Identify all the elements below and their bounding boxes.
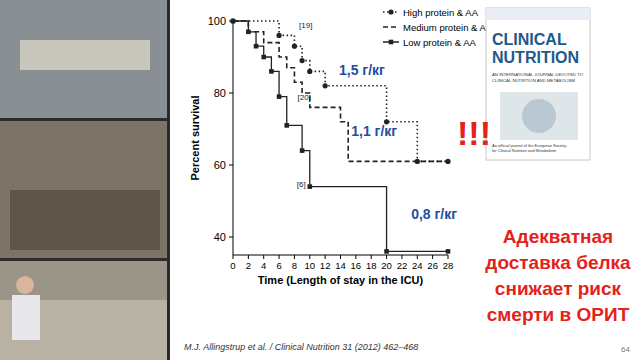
- legend-swatch: [383, 26, 399, 28]
- legend-label: Medium protein & AA: [403, 22, 493, 33]
- y-tick-label: 80: [214, 87, 226, 99]
- annotation: [20]: [298, 93, 311, 102]
- x-tick: [263, 255, 264, 259]
- x-tick-label: 12: [320, 260, 331, 271]
- x-tick: [309, 255, 310, 259]
- curve-marker: [384, 249, 389, 254]
- cover-title: NUTRITION: [492, 49, 579, 66]
- x-axis-label: Time (Length of stay in the ICU): [258, 274, 424, 286]
- curve-marker: [307, 69, 312, 74]
- x-tick-label: 18: [366, 260, 377, 271]
- x-tick: [279, 255, 280, 259]
- x-tick-label: 4: [261, 260, 266, 271]
- heading-line: смерти в ОРИТ: [487, 304, 630, 325]
- y-tick-label: 100: [208, 15, 226, 27]
- cover-subtitle: CLINICAL NUTRITION AND METABOLISM: [492, 78, 575, 83]
- x-tick: [355, 255, 356, 259]
- curve-marker: [269, 69, 274, 74]
- curve-marker: [307, 184, 312, 189]
- annotation: 1,1 г/кг: [351, 123, 397, 139]
- x-tick: [448, 255, 449, 259]
- y-tick: [229, 237, 233, 238]
- cover-image: [522, 99, 556, 133]
- x-tick-label: 6: [276, 260, 281, 271]
- curve-marker: [300, 148, 305, 153]
- stage-table: [20, 40, 150, 70]
- x-tick: [294, 255, 295, 259]
- x-tick-label: 16: [351, 260, 362, 271]
- x-tick: [233, 255, 234, 259]
- annotation: [19]: [299, 21, 312, 30]
- y-axis: [233, 21, 234, 255]
- curve-marker: [284, 123, 289, 128]
- x-tick: [248, 255, 249, 259]
- legend-marker: [389, 40, 394, 45]
- curve-marker: [254, 44, 259, 49]
- page: 4060801000246810121416182022242628Time (…: [0, 0, 640, 360]
- curve-marker: [230, 18, 235, 23]
- annotation: 1,5 г/кг: [339, 62, 385, 78]
- y-tick: [229, 93, 233, 94]
- x-tick-label: 20: [381, 260, 392, 271]
- citation: M.J. Allingstrup et al. / Clinical Nutri…: [184, 342, 418, 352]
- curve-marker: [323, 83, 328, 88]
- exclamation: !!!: [457, 114, 491, 152]
- heading-line: снижает риск: [495, 278, 622, 299]
- x-tick: [340, 255, 341, 259]
- speaker-body: [12, 295, 40, 340]
- audience-rows: [10, 190, 160, 250]
- curve-marker: [277, 94, 282, 99]
- cover-title: CLINICAL: [492, 31, 567, 48]
- x-tick: [386, 255, 387, 259]
- annotation: 0,8 г/кг: [411, 206, 457, 222]
- journal-cover: [486, 8, 590, 160]
- x-tick-label: 2: [246, 260, 251, 271]
- legend: High protein & AA Medium protein & AA Low …: [383, 7, 493, 48]
- cover-image: [500, 92, 578, 140]
- curve-marker: [276, 33, 281, 38]
- cover-subtitle: AN INTERNATIONAL JOURNAL DEVOTED TO: [492, 72, 584, 77]
- cover-header: [486, 8, 590, 20]
- legend-marker: [388, 9, 393, 14]
- x-tick: [371, 255, 372, 259]
- annotation: [6]: [297, 180, 306, 189]
- x-tick-label: 0: [230, 260, 235, 271]
- curve-marker: [446, 249, 451, 254]
- page-number: 64: [621, 345, 630, 354]
- legend-label: Low protein & AA: [403, 37, 477, 48]
- curve-marker: [261, 55, 266, 60]
- speaker-head: [16, 276, 34, 294]
- curve-marker: [231, 19, 236, 24]
- x-tick-label: 14: [335, 260, 346, 271]
- x-tick-label: 28: [443, 260, 454, 271]
- y-tick-label: 40: [214, 231, 226, 243]
- heading-line: Адекватная: [503, 226, 613, 247]
- y-tick-label: 60: [214, 159, 226, 171]
- x-tick-label: 8: [292, 260, 297, 271]
- cover-footnote: for Clinical Nutrition and Metabolism: [492, 148, 557, 153]
- x-tick-label: 22: [397, 260, 408, 271]
- y-axis-label: Percent survival: [189, 96, 201, 181]
- curve-marker: [246, 30, 251, 35]
- video-frame: [0, 121, 167, 258]
- video-frame: [0, 0, 167, 118]
- x-tick-label: 24: [412, 260, 423, 271]
- heading-line: доставка белка: [485, 252, 631, 273]
- slide: [170, 0, 640, 360]
- legend-label: High protein & AA: [403, 7, 479, 18]
- x-tick: [432, 255, 433, 259]
- x-tick-label: 26: [427, 260, 438, 271]
- x-tick: [417, 255, 418, 259]
- curve-marker: [292, 44, 297, 49]
- x-tick-label: 10: [304, 260, 315, 271]
- x-tick: [401, 255, 402, 259]
- y-tick: [229, 165, 233, 166]
- video-frame: [0, 261, 167, 360]
- x-tick: [325, 255, 326, 259]
- curve-marker: [300, 58, 305, 63]
